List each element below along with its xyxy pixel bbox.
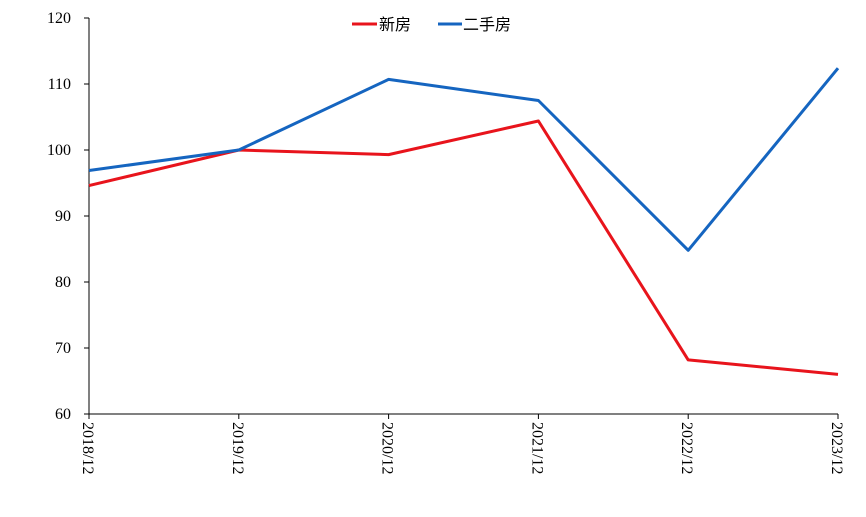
y-tick-label: 90 [55,208,71,225]
legend-label-xinfang: 新房 [379,15,411,34]
y-axis-ticks: 60 70 80 90 100 110 120 [47,10,89,423]
series-line-xinfang [88,119,839,376]
x-tick-label: 2023/12 [828,422,845,474]
legend-item-ershoufang: 二手房 [438,15,511,34]
series-layer [88,67,840,376]
y-tick-label: 80 [55,274,71,291]
x-tick-label: 2019/12 [229,422,246,474]
x-tick-label: 2018/12 [79,422,96,474]
series-line-ershoufang [88,67,840,252]
x-tick-label: 2022/12 [678,422,695,474]
x-axis-ticks: 2018/12 2019/12 2020/12 2021/12 2022/12 2023/… [79,414,845,474]
y-tick-label: 60 [55,406,71,423]
legend-label-ershoufang: 二手房 [463,15,511,34]
legend: 新房 二手房 [352,15,511,34]
x-tick-label: 2020/12 [379,422,396,474]
y-tick-label: 110 [48,76,71,93]
y-tick-label: 70 [55,340,71,357]
legend-item-xinfang: 新房 [352,15,411,34]
y-tick-label: 120 [47,10,71,27]
x-tick-label: 2021/12 [528,422,545,474]
y-tick-label: 100 [47,142,71,159]
